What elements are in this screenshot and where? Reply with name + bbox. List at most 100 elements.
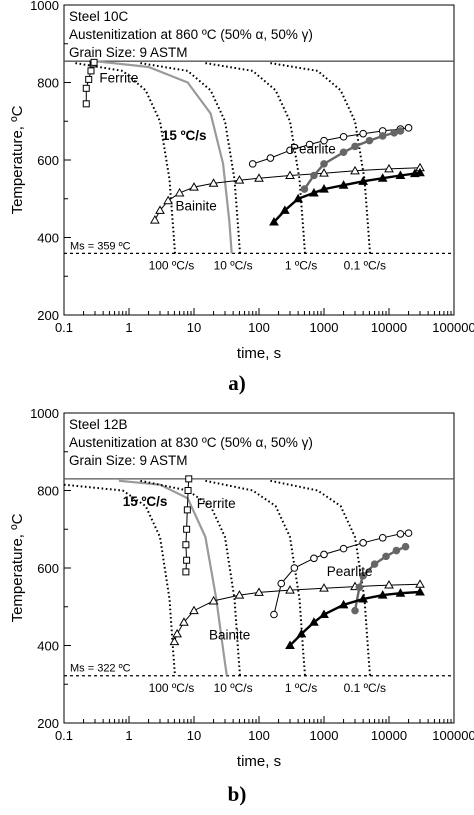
data-point (377, 173, 388, 182)
data-point (384, 163, 394, 173)
data-point (254, 587, 264, 596)
data-point (234, 175, 245, 184)
y-tick-label: 800 (37, 484, 59, 499)
data-point (415, 587, 425, 596)
data-point (319, 184, 329, 193)
cooling-curve (94, 60, 233, 254)
chart-annotation: 15 ºC/s (123, 494, 168, 509)
data-point (401, 542, 410, 551)
data-point (169, 636, 180, 646)
x-tick-label: 10000 (371, 728, 407, 743)
chart-annotation: 1 ºC/s (285, 681, 317, 695)
panel-a-label: a) (228, 371, 246, 395)
series-line (252, 127, 409, 165)
data-point (338, 180, 349, 189)
y-axis-title: Temperature, ºC (9, 513, 26, 622)
data-point (355, 583, 364, 592)
data-point (351, 142, 359, 151)
x-tick-label: 1000 (310, 320, 339, 335)
data-point (319, 583, 329, 592)
data-point (319, 609, 329, 618)
data-point (172, 628, 182, 638)
cooling-curve (118, 479, 228, 676)
data-point (208, 595, 219, 605)
data-point (339, 148, 348, 157)
y-tick-label: 200 (37, 308, 59, 323)
data-point (384, 580, 394, 589)
chart-a: 0.1 1 10 100 1000 10000 100000 200 400 600 800 1000… (9, 0, 474, 362)
info-text-line: Steel 12B (69, 417, 128, 432)
cooling-curve (140, 479, 241, 676)
data-point (320, 136, 328, 145)
data-point (290, 564, 299, 572)
x-tick-label: 100000 (432, 728, 474, 743)
info-text-line: Grain Size: 9 ASTM (69, 45, 188, 60)
data-point (359, 571, 367, 580)
data-point (90, 58, 98, 66)
data-point (285, 170, 295, 179)
x-tick-label: 10 (187, 320, 201, 335)
x-tick-label: 1 (125, 320, 132, 335)
data-point (378, 533, 387, 542)
data-point (390, 129, 398, 137)
y-tick-label: 1000 (30, 408, 59, 421)
x-tick-label: 10 (187, 728, 201, 743)
data-point (415, 579, 425, 588)
y-axis-title: Temperature, ºC (9, 105, 26, 214)
data-point (395, 170, 406, 179)
panel-b: 0.1 1 10 100 1000 10000 100000 200 400 600 800 1000… (0, 408, 474, 815)
data-point (270, 610, 278, 619)
y-tick-label: 800 (37, 76, 59, 91)
y-tick-label: 400 (37, 231, 59, 246)
data-point (404, 529, 413, 537)
data-point (339, 544, 348, 553)
data-point (296, 628, 307, 638)
x-tick-label: 1000 (310, 728, 339, 743)
data-point (351, 606, 359, 615)
data-point (82, 100, 90, 108)
chart-annotation: Bainite (176, 198, 217, 213)
data-point (395, 588, 406, 597)
data-point (183, 506, 191, 514)
data-point (396, 530, 405, 538)
chart-annotation: 100 ºC/s (149, 259, 195, 273)
data-point (277, 579, 286, 588)
data-point (415, 167, 425, 177)
x-axis-title: time, s (237, 753, 281, 770)
data-point (359, 539, 367, 547)
data-point (286, 146, 294, 155)
cooling-curve (63, 483, 176, 676)
x-tick-label: 100000 (432, 320, 474, 335)
chart-annotation: Ferrite (99, 71, 138, 86)
info-text-line: Grain Size: 9 ASTM (69, 453, 188, 468)
data-point (155, 205, 165, 214)
chart-annotation: Pearlite (327, 564, 373, 579)
data-point (358, 593, 368, 603)
y-tick-label: 600 (37, 561, 59, 576)
chart-annotation: 15 ºC/s (162, 128, 207, 143)
chart-annotation: Ferrite (197, 496, 236, 511)
data-point (174, 187, 185, 197)
data-point (280, 205, 290, 214)
data-point (208, 178, 219, 187)
panel-a: 0.1 1 10 100 1000 10000 100000 200 400 600 800 1000… (0, 0, 474, 405)
y-tick-label: 600 (37, 153, 59, 168)
chart-annotation: 0.1 ºC/s (344, 681, 386, 695)
data-point (309, 617, 319, 626)
data-point (320, 550, 328, 559)
data-point (350, 165, 360, 175)
data-point (319, 168, 329, 177)
series-line (289, 590, 421, 647)
x-tick-label: 100 (248, 728, 270, 743)
data-point (310, 171, 318, 180)
chart-b: 0.1 1 10 100 1000 10000 100000 200 400 600 800 1000… (9, 408, 474, 770)
ms-label: Ms = 359 ºC (70, 240, 131, 252)
ms-label: Ms = 322 ºC (70, 663, 131, 675)
y-tick-label: 400 (37, 639, 59, 654)
data-point (182, 568, 190, 576)
chart-annotation: Bainite (209, 628, 250, 643)
data-point (358, 176, 368, 185)
data-point (339, 132, 348, 141)
data-point (382, 552, 390, 561)
chart-annotation: 1 ºC/s (285, 259, 317, 273)
